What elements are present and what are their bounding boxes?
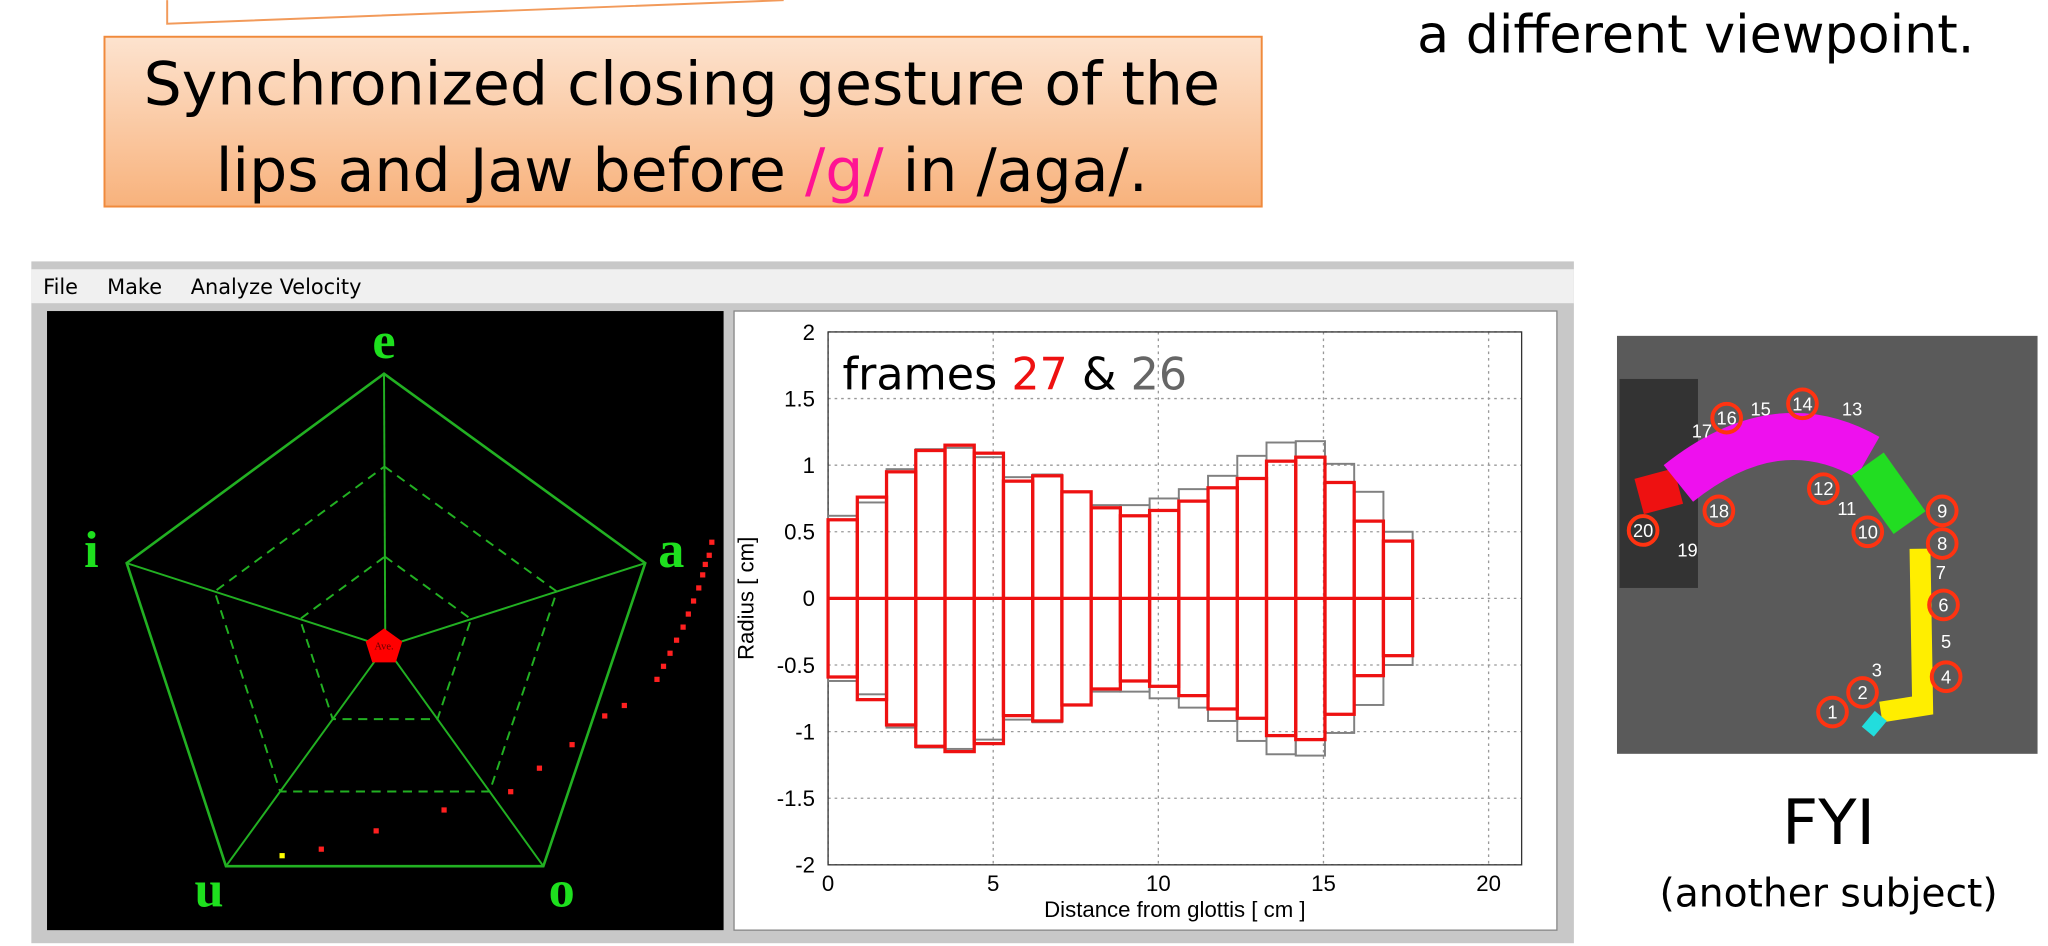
x-tick-label: 15: [1311, 871, 1336, 896]
x-axis-label: Distance from glottis [ cm ]: [1044, 897, 1305, 922]
title-part: 26: [1131, 349, 1188, 400]
text: lips and Jaw before: [216, 136, 805, 206]
y-tick-label: 1: [803, 453, 815, 478]
y-tick-label: -1.5: [777, 786, 815, 811]
y-tick-label: 0: [803, 586, 815, 611]
tract-segment: [1868, 716, 1881, 732]
segment-number: 16: [1717, 408, 1737, 429]
vowel-label: a: [658, 521, 684, 579]
segment-number: 2: [1857, 682, 1867, 703]
segment-number: 10: [1858, 521, 1878, 542]
text: in /aga/.: [884, 136, 1148, 206]
segment-number: 20: [1633, 520, 1653, 541]
y-tick-label: -1: [795, 719, 815, 744]
tract-segment: [1639, 486, 1678, 496]
segment-number: 9: [1937, 500, 1947, 521]
fyi-subtitle: (another subject): [1659, 872, 1997, 917]
segment-number: 19: [1677, 540, 1697, 561]
x-tick-label: 5: [987, 871, 999, 896]
chart-title: frames 27 & 26: [842, 349, 1187, 400]
segment-number: 7: [1936, 562, 1946, 583]
segment-number: 15: [1750, 399, 1770, 420]
segment-number: 4: [1941, 666, 1951, 687]
y-tick-label: -0.5: [777, 653, 815, 678]
title-part: frames: [842, 349, 1011, 400]
segment-number: 3: [1872, 660, 1882, 681]
y-axis-label: Radius [ cm]: [734, 537, 759, 660]
segment-number: 13: [1842, 399, 1862, 420]
segment-number: 11: [1837, 498, 1856, 519]
x-tick-label: 10: [1146, 871, 1171, 896]
segment-number: 18: [1709, 500, 1729, 521]
ave-label: Ave.: [374, 641, 393, 652]
highlight: /g/: [805, 136, 884, 206]
pentagon-spoke: [384, 374, 385, 647]
x-tick-label: 0: [822, 871, 834, 896]
x-tick-label: 20: [1476, 871, 1501, 896]
callout-text: Synchronized closing gesture of the: [144, 50, 1220, 120]
segment-number: 8: [1937, 533, 1947, 554]
menu-item[interactable]: Make: [107, 275, 162, 299]
side-note: a different viewpoint.: [1417, 5, 1974, 65]
y-tick-label: 0.5: [784, 520, 815, 545]
y-tick-label: 2: [803, 320, 815, 345]
callout-pointer: [167, 0, 783, 24]
y-tick-label: 1.5: [784, 386, 815, 411]
menu-item[interactable]: File: [43, 275, 78, 299]
segment-number: 12: [1813, 478, 1833, 499]
fyi-title: FYI: [1782, 786, 1875, 859]
vowel-label: e: [372, 312, 395, 370]
menu-item[interactable]: Analyze Velocity: [191, 275, 362, 299]
slide: Synchronized closing gesture of the lips…: [0, 0, 2048, 946]
segment-number: 1: [1827, 702, 1837, 723]
segment-number: 17: [1692, 421, 1712, 442]
vowel-label: o: [549, 861, 575, 919]
segment-number: 5: [1941, 631, 1951, 652]
title-part: 27: [1011, 349, 1068, 400]
segment-number: 6: [1938, 594, 1948, 615]
y-tick-label: -2: [795, 853, 815, 878]
vowel-label: i: [84, 521, 99, 579]
segment-number: 14: [1792, 393, 1812, 414]
callout-text: lips and Jaw before /g/ in /aga/.: [216, 136, 1148, 206]
title-part: &: [1068, 349, 1131, 400]
vowel-label: u: [194, 861, 223, 919]
